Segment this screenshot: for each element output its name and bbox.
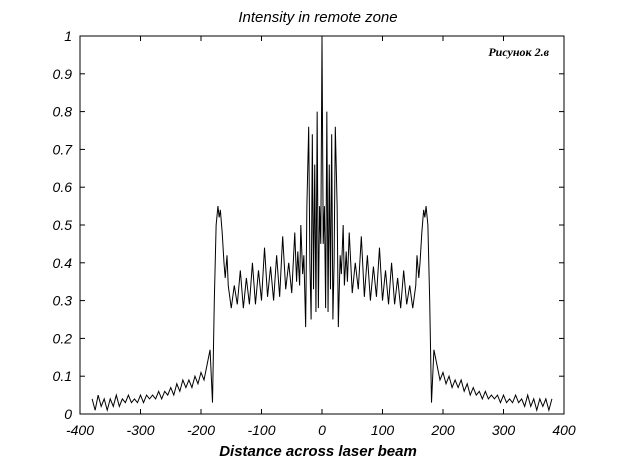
x-tick-label: -100: [247, 422, 275, 438]
y-tick-label: 0.1: [53, 368, 72, 384]
y-tick-label: 0.4: [53, 255, 73, 271]
y-tick-label: 0.5: [53, 217, 73, 233]
y-tick-label: 0.7: [53, 141, 74, 157]
x-tick-label: -300: [126, 422, 154, 438]
chart-title: Intensity in remote zone: [238, 9, 397, 26]
x-tick-label: 100: [371, 422, 395, 438]
y-tick-label: 1: [64, 28, 72, 44]
x-axis-label: Distance across laser beam: [219, 443, 417, 460]
y-tick-label: 0.6: [53, 179, 73, 195]
x-tick-label: 200: [430, 422, 455, 438]
x-tick-label: 300: [492, 422, 516, 438]
x-tick-label: 0: [318, 422, 326, 438]
x-tick-label: 400: [552, 422, 576, 438]
y-tick-label: 0: [64, 406, 72, 422]
y-tick-label: 0.3: [53, 293, 73, 309]
y-tick-label: 0.9: [53, 66, 73, 82]
y-tick-label: 0.8: [53, 104, 73, 120]
axis-tick-labels: -400 -300 -200 -100 0 100 200 300 400 0 0.1 0.2 0.3 0…: [53, 28, 576, 438]
intensity-series-line: [91, 35, 553, 413]
y-tick-label: 0.2: [53, 330, 73, 346]
x-tick-label: -200: [187, 422, 215, 438]
x-tick-label: -400: [66, 422, 94, 438]
figure-annotation: Рисунок 2.в: [488, 45, 549, 59]
